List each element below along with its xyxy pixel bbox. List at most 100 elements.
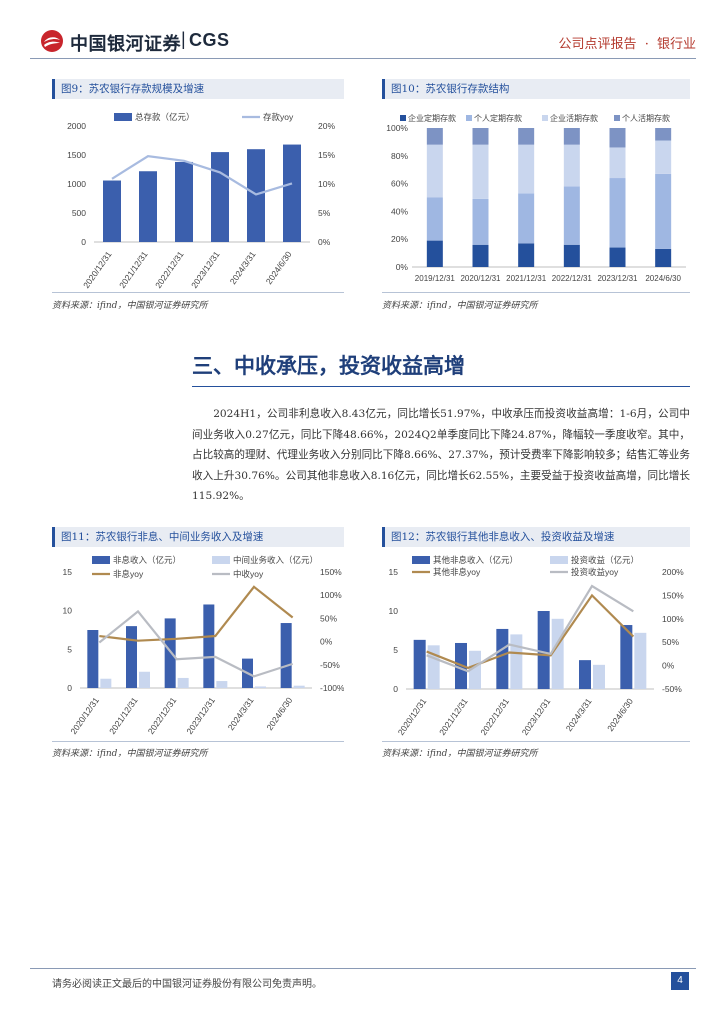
- fig11-y-left-tick-label: 0: [67, 683, 72, 693]
- fig12-bar: [551, 618, 564, 689]
- fig10-source-rule: [382, 292, 690, 293]
- fig10-bar-segment: [609, 128, 626, 148]
- fig9-y-right-tick-label: 0%: [318, 237, 331, 247]
- fig9-bar: [175, 161, 193, 242]
- fig11-bar: [177, 677, 189, 688]
- fig9-y-right-tick-label: 5%: [318, 208, 331, 218]
- fig12-legend-label: 其他非息yoy: [433, 567, 481, 577]
- fig9-legend-label: 存款yoy: [263, 112, 294, 122]
- fig12-x-tick-label: 2021/12/31: [437, 696, 470, 737]
- fig11-x-tick-label: 2022/12/31: [146, 695, 179, 736]
- fig12-y-right-tick-label: 0%: [662, 661, 675, 671]
- fig10-bar-segment: [426, 240, 443, 267]
- fig9-x-tick-label: 2024/6/30: [264, 249, 294, 286]
- fig10-bar-segment: [563, 128, 580, 145]
- fig10-bar-segment: [426, 197, 443, 241]
- fig11-y-right-tick-label: -50%: [320, 660, 340, 670]
- fig12-legend-label: 投资收益yoy: [571, 567, 619, 577]
- fig10-bar-segment: [518, 128, 535, 145]
- fig10-legend-label: 企业活期存款: [550, 113, 598, 123]
- fig11-series-line: [99, 585, 294, 642]
- fig12-y-left-tick-label: 5: [393, 645, 398, 655]
- fig11-legend-swatch: [212, 556, 230, 564]
- fig11-bar: [164, 618, 176, 688]
- fig10-y-tick-label: 60%: [391, 179, 408, 189]
- fig12-series-line: [426, 584, 634, 673]
- header-dot: ·: [644, 37, 649, 52]
- fig11-source: 资料来源：ifind，中国银河证券研究所: [52, 749, 208, 759]
- fig10-y-tick-label: 40%: [391, 206, 408, 216]
- fig9-y-right-tick-label: 10%: [318, 179, 335, 189]
- fig12-y-left-tick-label: 15: [389, 567, 399, 577]
- body-paragraph: 2024H1，公司非利息收入8.43亿元，同比增长51.97%，中收承压而投资收…: [192, 408, 690, 502]
- fig10-bar-segment: [472, 128, 489, 145]
- fig10-legend-label: 企业定期存款: [408, 113, 456, 123]
- fig9-bar: [247, 149, 265, 242]
- section-title: 三、中收承压，投资收益高增: [192, 353, 465, 378]
- fig9-chart: 0 500 1000 1500 2000 0% 5% 10% 15% 20% 总存款（亿元） 存款yo…: [67, 112, 335, 290]
- fig12-legend-swatch: [550, 556, 568, 564]
- fig10-bar-segment: [472, 144, 489, 199]
- fig10-bar-segment: [609, 178, 626, 248]
- fig11-legend-swatch: [92, 556, 110, 564]
- fig11-legend-label: 中间业务收入（亿元）: [233, 555, 318, 565]
- fig9-legend-swatch: [114, 113, 132, 121]
- fig11-y-left-tick-label: 5: [67, 644, 72, 654]
- fig12-bar: [413, 639, 426, 689]
- fig10-bar-segment: [472, 244, 489, 267]
- fig10-bar-segment: [472, 198, 489, 245]
- fig12-series-line: [426, 593, 635, 670]
- fig12-y-right-tick-label: 150%: [662, 590, 684, 600]
- fig12-source: 资料来源：ifind，中国银河证券研究所: [382, 749, 538, 759]
- fig10-x-tick-label: 2023/12/31: [597, 274, 638, 283]
- fig10-y-tick-label: 100%: [386, 123, 408, 133]
- fig12-bar: [537, 611, 550, 689]
- fig11-x-tick-label: 2023/12/31: [184, 695, 217, 736]
- fig9-series-line: [111, 155, 293, 196]
- fig12-bar: [469, 650, 481, 689]
- fig10-legend-swatch: [466, 115, 472, 121]
- fig12-bar: [593, 664, 605, 689]
- fig12-bar: [579, 660, 591, 689]
- fig11-bar: [293, 685, 305, 688]
- fig12-x-tick-label: 2023/12/31: [520, 696, 553, 737]
- report-type: 公司点评报告: [558, 37, 637, 52]
- fig10-bar-segment: [426, 128, 443, 145]
- fig10-bar-segment: [563, 144, 580, 187]
- fig9-x-tick-label: 2020/12/31: [81, 249, 114, 290]
- fig12-y-right-tick-label: -50%: [662, 684, 682, 694]
- fig10-x-tick-label: 2024/6/30: [645, 274, 681, 283]
- fig10-bar-segment: [518, 144, 535, 194]
- fig11-bar: [280, 623, 292, 688]
- fig9-bar: [103, 180, 121, 242]
- header: 中国银河证券 | CGS 公司点评报告 · 银行业: [30, 26, 696, 56]
- fig10-x-tick-label: 2020/12/31: [460, 274, 501, 283]
- fig10-bar-segment: [609, 247, 626, 267]
- fig10-legend-label: 个人定期存款: [474, 113, 522, 123]
- fig10-bar-segment: [655, 248, 672, 267]
- fig9-source-rule: [52, 292, 344, 293]
- fig10-y-tick-label: 80%: [391, 151, 408, 161]
- fig12-bar: [510, 634, 523, 689]
- footer-disclaimer: 请务必阅读正文最后的中国银河证券股份有限公司免责声明。: [52, 979, 322, 990]
- fig11-y-right-tick-label: 50%: [320, 613, 337, 623]
- fig11-bar: [126, 626, 137, 688]
- fig12-x-tick-label: 2024/6/30: [605, 696, 635, 733]
- fig11-y-right-tick-label: 100%: [320, 590, 342, 600]
- fig9-y-right-tick-label: 20%: [318, 121, 335, 131]
- fig9-bar: [283, 144, 301, 242]
- fig12-legend-label: 其他非息收入（亿元）: [433, 555, 518, 565]
- header-category: 公司点评报告 · 银行业: [559, 33, 696, 52]
- cgs-logo-icon: [41, 30, 63, 52]
- fig12-y-right-tick-label: 50%: [662, 637, 679, 647]
- fig11-x-tick-label: 2020/12/31: [68, 695, 101, 736]
- fig11-x-tick-label: 2024/3/31: [226, 695, 256, 732]
- fig12-source-rule: [382, 741, 690, 742]
- fig10-y-tick-label: 0%: [396, 262, 409, 272]
- fig11-y-right-tick-label: -100%: [320, 683, 344, 693]
- fig11-bar: [87, 630, 99, 688]
- fig9-y-left-tick-label: 1000: [67, 179, 86, 189]
- fig12-x-tick-label: 2024/3/31: [564, 696, 594, 733]
- fig12-chart: 0 5 10 15 -50% 0% 50% 100% 150% 200% 其他非息收入（亿元） 投资收…: [389, 555, 685, 737]
- logo-en: CGS: [189, 30, 230, 50]
